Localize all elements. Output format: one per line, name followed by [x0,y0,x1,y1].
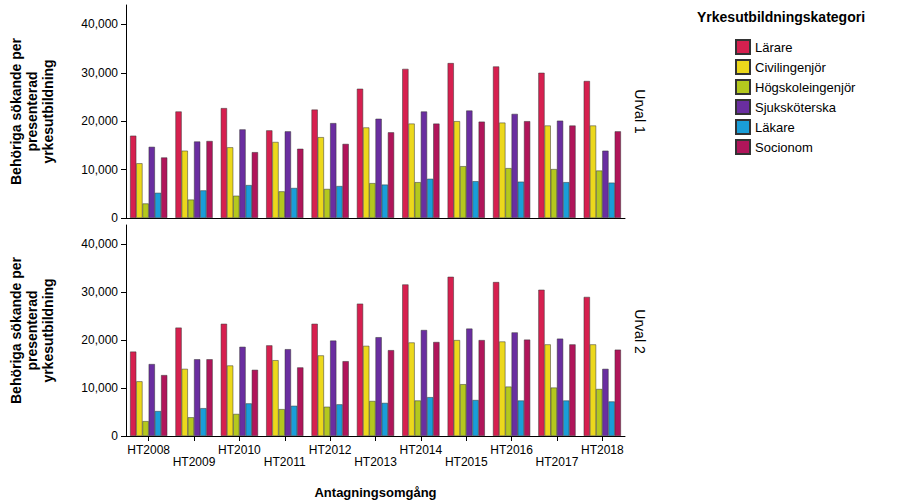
svg-text:HT2011: HT2011 [264,455,306,469]
svg-text:20,000: 20,000 [81,333,118,347]
svg-text:10,000: 10,000 [81,163,118,177]
svg-text:Läkare: Läkare [755,120,795,135]
svg-text:yrkesutbildning: yrkesutbildning [40,278,56,382]
svg-text:Behöriga sökande per: Behöriga sökande per [8,37,24,185]
svg-text:HT2018: HT2018 [581,443,624,457]
svg-text:Urval 2: Urval 2 [632,309,648,354]
svg-text:HT2016: HT2016 [490,443,533,457]
svg-text:30,000: 30,000 [81,66,118,80]
svg-text:HT2013: HT2013 [354,455,397,469]
svg-text:HT2017: HT2017 [536,455,579,469]
svg-text:Urval 1: Urval 1 [632,89,648,134]
svg-text:yrkesutbildning: yrkesutbildning [40,59,56,163]
svg-text:Socionom: Socionom [755,140,813,155]
svg-text:Yrkesutbildningskategori: Yrkesutbildningskategori [697,9,865,25]
svg-text:HT2015: HT2015 [445,455,488,469]
svg-text:Behöriga sökande per: Behöriga sökande per [8,256,24,404]
svg-text:HT2012: HT2012 [309,443,352,457]
svg-text:40,000: 40,000 [81,237,118,251]
svg-text:HT2014: HT2014 [400,443,443,457]
svg-text:presenterad: presenterad [24,71,40,151]
svg-text:HT2010: HT2010 [218,443,261,457]
svg-text:10,000: 10,000 [81,381,118,395]
svg-text:Antagningsomgång: Antagningsomgång [314,485,436,500]
svg-text:Högskoleingenjör: Högskoleingenjör [755,80,856,95]
svg-text:0: 0 [111,429,118,443]
svg-text:40,000: 40,000 [81,17,118,31]
svg-text:Civilingenjör: Civilingenjör [755,60,826,75]
svg-text:Lärare: Lärare [755,40,793,55]
svg-text:HT2009: HT2009 [173,455,216,469]
svg-text:presenterad: presenterad [24,290,40,370]
svg-text:30,000: 30,000 [81,285,118,299]
svg-text:Sjuksköterska: Sjuksköterska [755,100,837,115]
svg-text:HT2008: HT2008 [127,443,170,457]
svg-text:0: 0 [111,211,118,225]
svg-text:20,000: 20,000 [81,114,118,128]
